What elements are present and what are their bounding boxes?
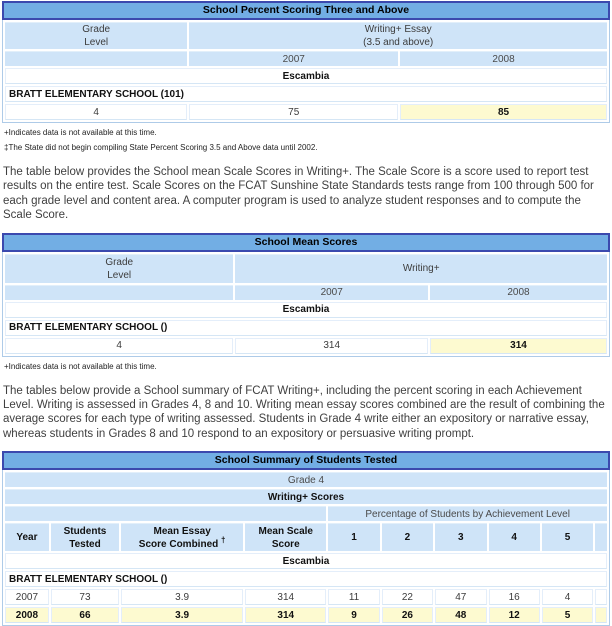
students-cell: 66 (50, 607, 120, 624)
data-row-2008: 2008 66 3.9 314 9 26 48 12 5 (5, 607, 607, 624)
students-line1: Students (63, 525, 107, 537)
level-5-cell: 5 (541, 607, 594, 624)
essay-score-cell: 3.9 (121, 589, 244, 606)
students-tested-grid: Grade 4 Writing+ Scores Percentage of St… (2, 470, 610, 626)
year-2007-header: 2007 (235, 284, 428, 300)
grade-level-header: Grade Level (5, 22, 188, 49)
level-2-header: 2 (381, 523, 434, 552)
scale-scores-paragraph: The table below provides the School mean… (3, 166, 594, 222)
empty-cell (5, 284, 234, 300)
mean-essay-label: Score Combined (138, 538, 219, 550)
students-line2: Tested (69, 538, 101, 550)
year-column-header: Year (5, 523, 49, 552)
grade-level-line2: Level (84, 37, 109, 48)
writing-essay-line1: Writing+ Essay (364, 24, 432, 35)
level-5-header: 5 (541, 523, 594, 552)
writing-plus-header: Writing+ (235, 253, 607, 283)
scale-score-cell: 314 (245, 589, 327, 606)
grade-value-cell: 4 (5, 337, 234, 354)
essay-score-cell: 3.9 (121, 607, 244, 624)
empty-cell (5, 506, 327, 522)
district-row: Escambia (5, 301, 607, 318)
empty-cell (5, 51, 188, 66)
students-tested-header: Students Tested (50, 523, 120, 552)
level-4-cell: 12 (488, 607, 540, 624)
students-cell: 73 (50, 589, 120, 606)
year-2007-header: 2007 (189, 51, 399, 66)
mean-scale-line2: Score (271, 538, 300, 550)
school-row: BRATT ELEMENTARY SCHOOL (101) (5, 86, 607, 102)
empty-cell (595, 523, 607, 552)
level-3-header: 3 (435, 523, 487, 552)
grade-level-line1: Grade (105, 256, 134, 268)
students-tested-table: School Summary of Students Tested Grade … (2, 451, 610, 626)
summary-paragraph: The tables below provide a School summar… (3, 384, 605, 440)
level-4-header: 4 (488, 523, 540, 552)
grade-value-cell: 4 (5, 104, 188, 120)
year-cell: 2007 (5, 589, 49, 606)
mean-essay-line1: Mean Essay (153, 525, 211, 537)
value-2007-cell: 75 (189, 104, 399, 120)
percent-scoring-title: School Percent Scoring Three and Above (2, 1, 610, 20)
value-2007-cell: 314 (235, 337, 428, 354)
footnote-plus: +Indicates data is not available at this… (4, 361, 157, 371)
level-1-header: 1 (328, 523, 380, 552)
mean-essay-header: Mean Essay Score Combined † (121, 523, 244, 552)
year-2008-header: 2008 (400, 51, 607, 66)
year-cell: 2008 (5, 607, 49, 624)
footnote-dagger: ‡The State did not begin compiling State… (4, 143, 318, 152)
writing-essay-line2: (3.5 and above) (363, 37, 434, 48)
grade-level-header: Grade Level (5, 253, 234, 283)
year-2008-header: 2008 (429, 284, 607, 300)
empty-cell (595, 607, 607, 624)
school-row: BRATT ELEMENTARY SCHOOL () (5, 571, 607, 588)
percent-scoring-grid: Grade Level Writing+ Essay (3.5 and abov… (2, 20, 610, 123)
percent-scoring-table: School Percent Scoring Three and Above G… (2, 1, 610, 123)
mean-scores-title: School Mean Scores (2, 232, 610, 252)
district-row: Escambia (5, 553, 607, 570)
data-row-2007: 2007 73 3.9 314 11 22 47 16 4 (5, 589, 607, 606)
district-row: Escambia (5, 68, 607, 84)
students-tested-title: School Summary of Students Tested (2, 451, 610, 471)
footnote-plus: +Indicates data is not available at this… (4, 128, 157, 137)
level-2-cell: 22 (381, 589, 434, 606)
writing-essay-header: Writing+ Essay (3.5 and above) (189, 22, 607, 49)
mean-scale-line1: Mean Scale (258, 525, 313, 537)
level-4-cell: 16 (488, 589, 540, 606)
school-row: BRATT ELEMENTARY SCHOOL () (5, 319, 607, 336)
mean-scores-table: School Mean Scores Grade Level Writing+ … (2, 232, 610, 357)
level-2-cell: 26 (381, 607, 434, 624)
achievement-level-header: Percentage of Students by Achievement Le… (328, 506, 607, 522)
value-2008-cell: 314 (429, 337, 607, 354)
level-3-cell: 47 (435, 589, 487, 606)
level-1-cell: 9 (328, 607, 380, 624)
dagger-symbol: † (221, 535, 226, 545)
level-5-cell: 4 (541, 589, 594, 606)
mean-scale-header: Mean Scale Score (245, 523, 327, 552)
mean-scores-grid: Grade Level Writing+ 2007 2008 Escambia … (2, 251, 610, 357)
grade-4-row: Grade 4 (5, 472, 607, 488)
empty-cell (595, 589, 607, 606)
value-2008-cell: 85 (400, 104, 607, 120)
grade-level-line1: Grade (82, 24, 111, 35)
level-1-cell: 11 (328, 589, 380, 606)
mean-essay-line2: Score Combined † (124, 535, 240, 551)
writing-scores-row: Writing+ Scores (5, 489, 607, 505)
level-3-cell: 48 (435, 607, 487, 624)
grade-level-line2: Level (107, 269, 132, 281)
scale-score-cell: 314 (245, 607, 327, 624)
